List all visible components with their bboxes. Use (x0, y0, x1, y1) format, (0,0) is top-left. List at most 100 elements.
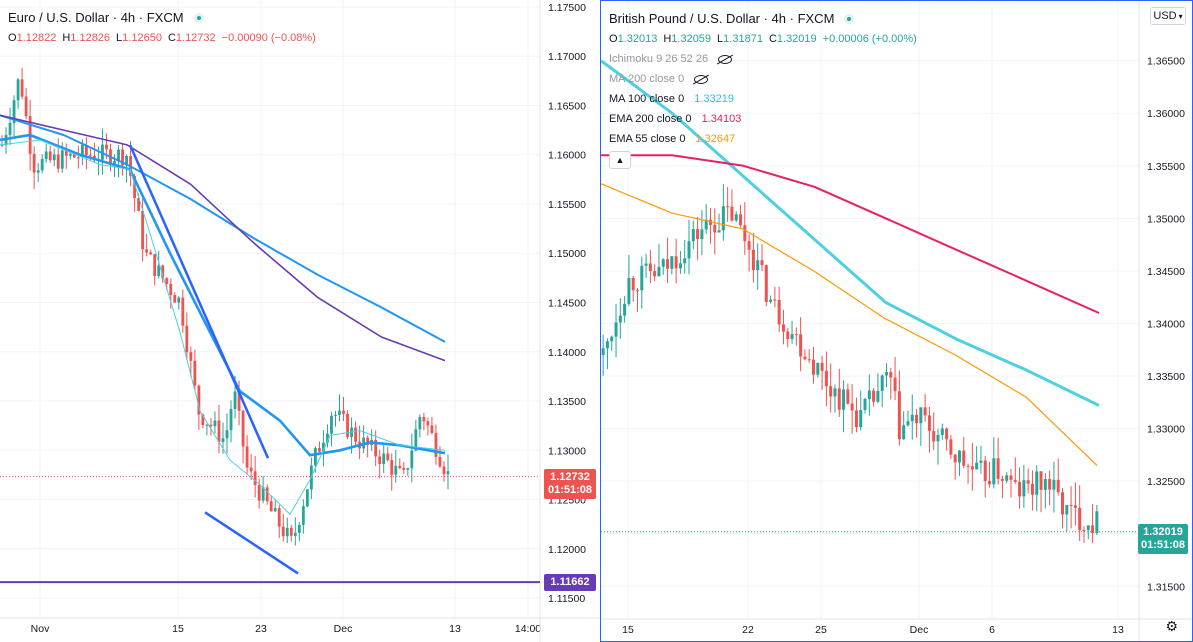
candle (189, 352, 193, 361)
candle (265, 487, 269, 502)
candle (1052, 479, 1056, 490)
candle (721, 206, 725, 231)
candle (8, 122, 12, 135)
x-tick-label: 15 (172, 623, 184, 635)
gbpusd-symbol-title[interactable]: British Pound / U.S. Dollar · 4h · FXCM (609, 11, 835, 26)
candle (430, 425, 434, 433)
candle (225, 430, 229, 439)
x-tick-label: 13 (1112, 624, 1124, 636)
hidden-eye-icon[interactable] (718, 54, 733, 64)
currency-select[interactable]: USD ▾ (1150, 7, 1186, 25)
candle (640, 265, 644, 291)
candle (390, 460, 394, 475)
candle (1069, 504, 1073, 506)
ohlc-close: 1.32019 (776, 33, 817, 45)
candle (726, 206, 730, 208)
indicator-ichimoku[interactable]: Ichimoku 9 26 52 26 (609, 49, 917, 69)
candle (992, 458, 996, 485)
candle (803, 356, 807, 360)
candle (799, 334, 803, 357)
candle (1095, 511, 1099, 534)
eurusd-last-price-tag: 1.12732 01:51:08 (544, 468, 596, 499)
candle (181, 297, 185, 326)
candle (674, 256, 678, 269)
indicator-value: 1.33219 (694, 93, 734, 105)
candle (842, 389, 846, 410)
eurusd-symbol-title[interactable]: Euro / U.S. Dollar · 4h · FXCM (8, 10, 184, 25)
candle (157, 265, 161, 277)
candle (257, 485, 261, 501)
gbpusd-chart-canvas[interactable]: 1.36500 1.36000 1.35500 1.35000 1.34500 1.340… (601, 1, 1192, 641)
candle (1005, 475, 1009, 481)
series-line-ema-55 (601, 183, 1098, 466)
x-tick-label: Nov (31, 623, 50, 635)
x-tick-label: 22 (742, 624, 754, 636)
ohlc-low: 1.31871 (723, 33, 763, 45)
eurusd-legend: Euro / U.S. Dollar · 4h · FXCM O1.12822 … (8, 8, 316, 48)
candle (24, 96, 28, 117)
candle (330, 415, 333, 434)
collapse-legend-button[interactable]: ▲ (609, 151, 631, 169)
indicator-ma100[interactable]: MA 100 close 0 1.33219 (609, 89, 917, 109)
eurusd-chart-panel[interactable]: 1.17500 1.17000 1.16500 1.16000 1.15500 1.150… (0, 0, 600, 642)
market-open-icon (844, 14, 855, 24)
candle (84, 144, 88, 155)
candle (133, 176, 137, 199)
candle (631, 278, 635, 291)
candle (1026, 480, 1030, 484)
indicator-ema55[interactable]: EMA 55 close 0 1.32647 (609, 129, 917, 149)
candle (936, 434, 940, 442)
candle (297, 524, 301, 533)
candle (1030, 483, 1034, 495)
indicator-ma200[interactable]: MA 200 close 0 (609, 69, 917, 89)
candle (700, 229, 704, 240)
candle (824, 370, 828, 387)
candle (666, 259, 670, 269)
y-tick-label: 1.36000 (1147, 108, 1185, 120)
candle (44, 151, 48, 160)
candle (713, 224, 717, 233)
candle (293, 532, 297, 536)
indicator-ema200[interactable]: EMA 200 close 0 1.34103 (609, 109, 917, 129)
gear-icon[interactable]: ⚙ (1165, 618, 1178, 634)
candle (253, 471, 257, 486)
candle (635, 290, 639, 292)
candle (1091, 525, 1095, 534)
chevron-up-icon: ▲ (615, 155, 625, 165)
eurusd-chart-canvas[interactable]: 1.17500 1.17000 1.16500 1.16000 1.15500 1.150… (0, 0, 600, 642)
y-tick-label: 1.34500 (1147, 266, 1185, 278)
candle (769, 299, 773, 302)
candle (318, 448, 321, 452)
candle (1039, 471, 1043, 490)
candle (691, 229, 695, 242)
candle (850, 403, 854, 411)
candle (72, 153, 76, 158)
ohlc-change: −0.00090 (−0.08%) (221, 32, 316, 44)
candle (915, 414, 919, 424)
candle (906, 421, 910, 426)
candle (237, 391, 241, 411)
candle (241, 410, 245, 447)
hidden-eye-icon[interactable] (694, 74, 709, 84)
candle (786, 331, 790, 339)
gbpusd-chart-panel[interactable]: 1.36500 1.36000 1.35500 1.35000 1.34500 1.340… (600, 0, 1193, 642)
candle (40, 159, 44, 171)
candle (829, 386, 833, 397)
eurusd-ohlc: O1.12822 H1.12826 L1.12650 C1.12732 −0.0… (8, 28, 316, 48)
candle (201, 414, 205, 426)
candle (1035, 471, 1039, 495)
candle (406, 468, 410, 470)
candle (366, 437, 370, 446)
x-tick-label: Dec (910, 624, 929, 636)
ohlc-low: 1.12650 (122, 32, 162, 44)
y-tick-label: 1.14500 (548, 298, 586, 310)
candle (614, 322, 618, 337)
candle (233, 391, 237, 409)
candle (1065, 504, 1069, 515)
candle (161, 265, 165, 279)
series-line-ma-100 (0, 114, 446, 343)
y-tick-label: 1.13500 (548, 396, 586, 408)
candle (696, 229, 700, 240)
candle (221, 438, 225, 442)
y-tick-label: 1.17000 (548, 51, 586, 63)
